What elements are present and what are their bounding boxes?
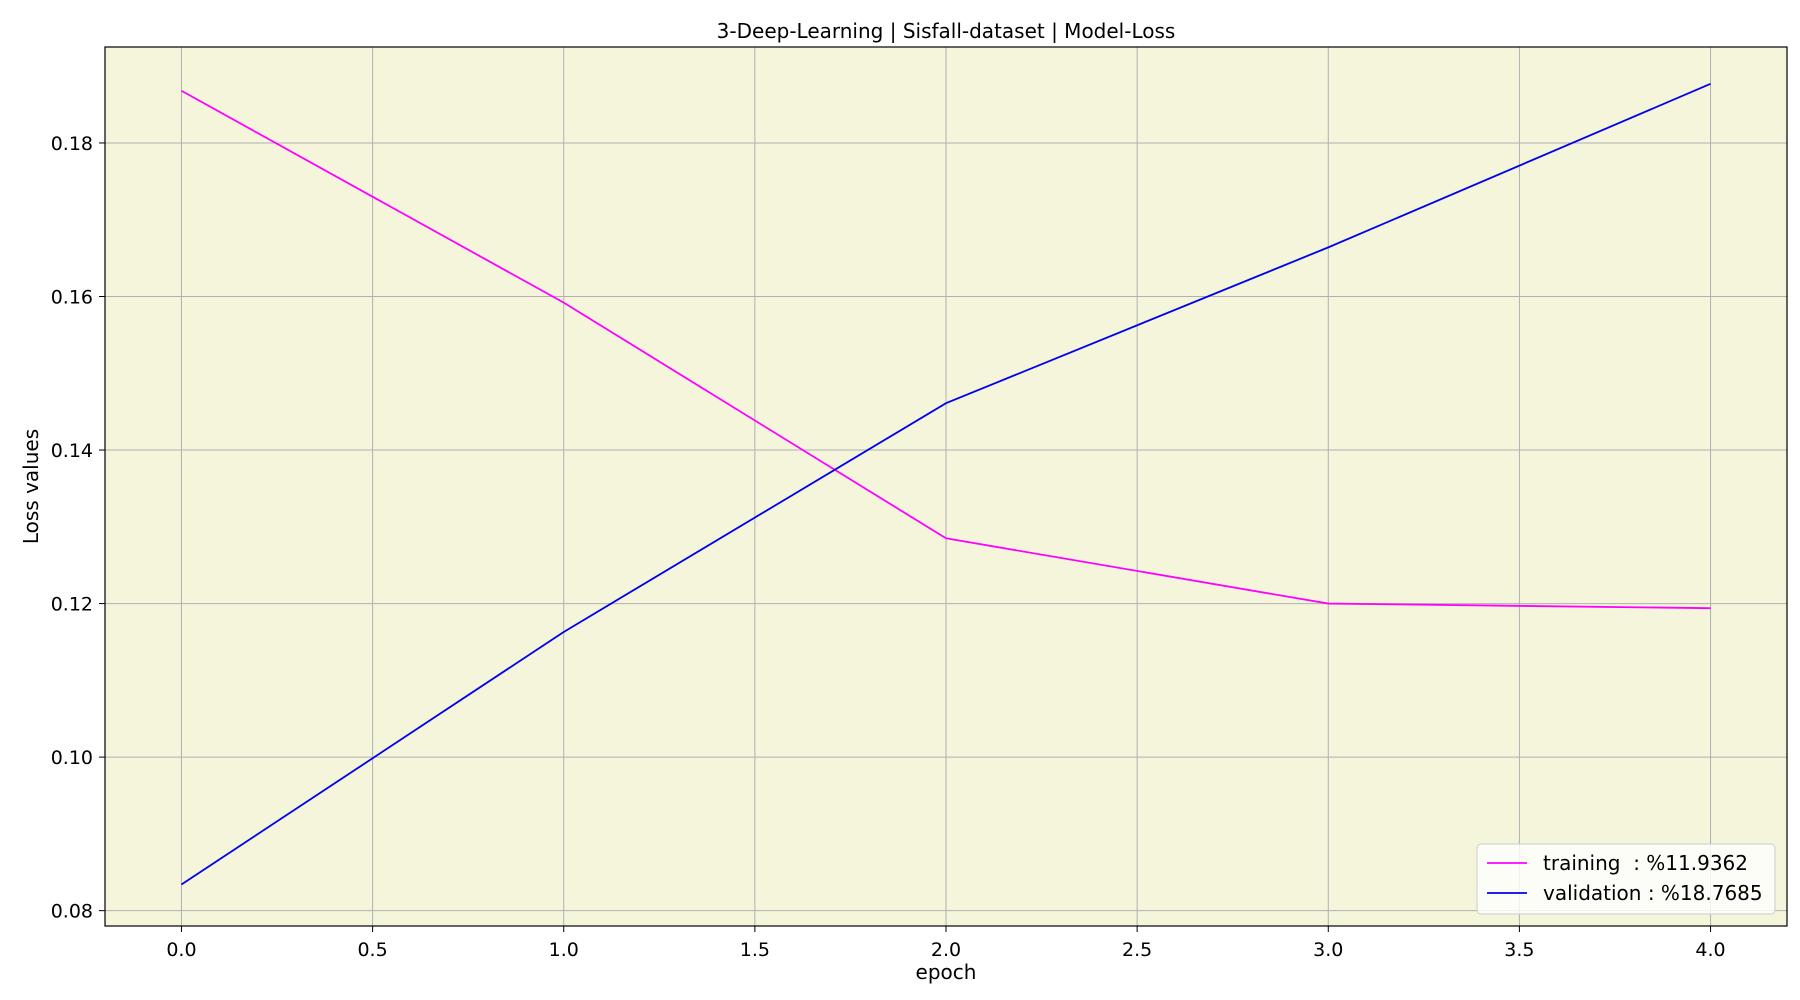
- y-tick-label: 0.18: [51, 133, 93, 155]
- legend-label-1: validation : %18.7685: [1543, 881, 1763, 905]
- x-tick-label: 2.5: [1122, 939, 1152, 961]
- y-tick-label: 0.08: [51, 901, 93, 923]
- x-tick-label: 0.5: [357, 939, 387, 961]
- y-tick-label: 0.12: [51, 594, 93, 616]
- y-axis-label: Loss values: [19, 429, 43, 544]
- legend: training : %11.9362 validation : %18.7685: [1476, 843, 1776, 915]
- x-tick-label: 1.5: [740, 939, 770, 961]
- series-lines: [180, 83, 1711, 886]
- series-line-0: [181, 89, 1711, 610]
- x-tick-label: 3.5: [1504, 939, 1534, 961]
- series-line-1: [180, 83, 1711, 886]
- legend-box: [1476, 843, 1776, 915]
- chart-title: 3-Deep-Learning | Sisfall-dataset | Mode…: [717, 19, 1176, 43]
- y-tick-label: 0.10: [51, 747, 93, 769]
- x-tick-label: 1.0: [549, 939, 579, 961]
- grid-lines: [105, 47, 1787, 926]
- y-tick-label: 0.16: [51, 286, 93, 308]
- x-tick-label: 2.0: [931, 939, 961, 961]
- x-tick-label: 4.0: [1695, 939, 1725, 961]
- legend-label-0: training : %11.9362: [1543, 851, 1748, 875]
- x-tick-label: 0.0: [166, 939, 196, 961]
- axis-ticks: 0.0 0.5 1.0 1.5 2.0 2.5 3.0 3.5 4.0 0.08 0.10 0.12 0…: [51, 133, 1726, 961]
- y-tick-label: 0.14: [51, 440, 93, 462]
- x-tick-label: 3.0: [1313, 939, 1343, 961]
- x-axis-label: epoch: [916, 960, 977, 984]
